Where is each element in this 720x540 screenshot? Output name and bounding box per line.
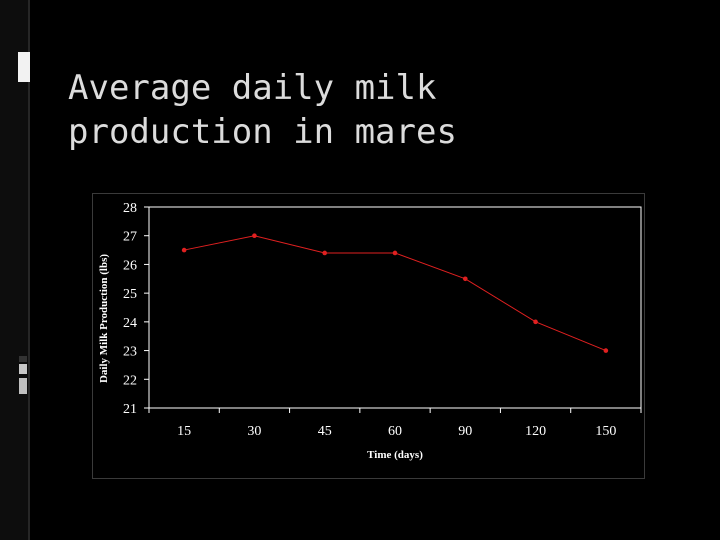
data-point [462, 276, 468, 282]
x-tick-label: 120 [525, 424, 546, 439]
x-tick-label: 90 [458, 424, 472, 439]
slide-title: Average daily milk production in mares [68, 66, 668, 154]
y-tick-label: 21 [123, 402, 137, 417]
x-tick-label: 60 [388, 424, 402, 439]
data-point [533, 319, 538, 325]
y-tick-label: 25 [123, 287, 137, 302]
line-chart: Daily Milk Production (lbs) Time (days) … [98, 201, 642, 461]
data-point [603, 348, 609, 353]
y-tick-label: 28 [123, 201, 137, 216]
left-bar-edge [28, 0, 30, 540]
data-point [252, 233, 257, 239]
slide-title-line-2: production in mares [68, 112, 457, 152]
x-tick-label: 15 [177, 424, 191, 439]
x-tick-label: 150 [595, 424, 616, 439]
slide-title-line-1: Average daily milk [68, 68, 437, 108]
left-decorative-bar [0, 0, 28, 540]
y-tick-label: 27 [123, 230, 137, 245]
y-tick-label: 26 [123, 258, 137, 273]
data-point [322, 250, 328, 256]
y-tick-label: 22 [123, 373, 137, 388]
plot-area [148, 206, 642, 409]
x-axis-label: Time (days) [367, 449, 423, 461]
decorative-block-top [18, 52, 30, 82]
chart-container: Daily Milk Production (lbs) Time (days) … [92, 193, 645, 479]
data-point [392, 250, 398, 256]
y-axis-label: Daily Milk Production (lbs) [98, 254, 110, 383]
decorative-mark-3 [19, 378, 27, 394]
y-tick-label: 24 [123, 316, 137, 331]
y-axis-label-group: Daily Milk Production (lbs) [98, 254, 110, 383]
y-tick-label: 23 [123, 345, 137, 360]
x-tick-label: 45 [318, 424, 332, 439]
x-tick-label: 30 [247, 424, 261, 439]
data-point [181, 247, 187, 253]
decorative-mark-1 [19, 356, 27, 362]
decorative-mark-2 [19, 364, 27, 374]
